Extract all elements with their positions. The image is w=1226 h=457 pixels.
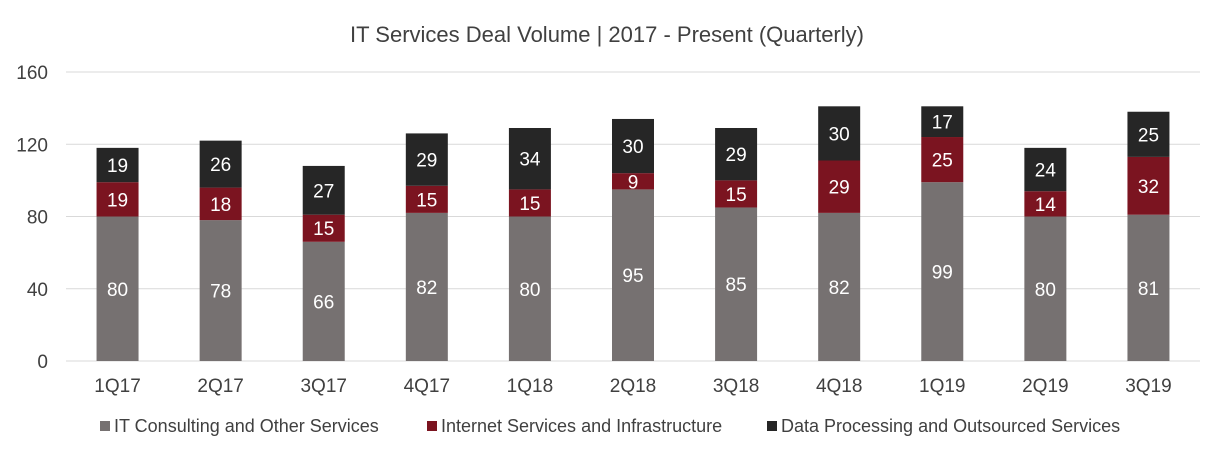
legend-swatch xyxy=(767,421,777,431)
data-label: 32 xyxy=(1138,177,1159,198)
y-tick-label: 40 xyxy=(27,280,48,301)
bar-segment xyxy=(612,118,654,174)
data-label: 29 xyxy=(416,151,437,172)
data-label: 66 xyxy=(313,292,334,313)
data-label: 30 xyxy=(829,124,850,145)
axes: 0 40 80 120 160 1Q17 2Q17 3Q17 4Q17 1Q18 2Q18 3Q18 4… xyxy=(16,63,1171,397)
x-tick-label: 2Q18 xyxy=(610,376,656,397)
x-tick-label: 4Q18 xyxy=(816,376,862,397)
x-tick-label: 3Q17 xyxy=(300,376,346,397)
bar-segment xyxy=(405,185,448,213)
data-label: 9 xyxy=(628,172,639,193)
x-tick-label: 1Q19 xyxy=(919,376,965,397)
bar-segment xyxy=(302,165,345,215)
data-label: 99 xyxy=(932,263,953,284)
legend-swatch xyxy=(100,421,110,431)
legend-entry: Data Processing and Outsourced Services xyxy=(781,416,1120,436)
bar-segment xyxy=(1127,156,1170,215)
bar-segment xyxy=(199,220,242,361)
x-tick-label: 1Q17 xyxy=(94,376,140,397)
x-tick-label: 1Q18 xyxy=(507,376,553,397)
bar-segment xyxy=(715,207,758,361)
data-label: 15 xyxy=(726,185,747,206)
legend-entry: IT Consulting and Other Services xyxy=(114,416,379,436)
bar-segment xyxy=(818,106,861,161)
y-tick-label: 160 xyxy=(16,63,48,84)
bar-segment xyxy=(818,160,861,213)
bar-segment xyxy=(302,214,345,242)
bar-segment xyxy=(818,212,861,361)
data-label: 30 xyxy=(622,137,643,158)
bar-segment xyxy=(612,173,654,190)
bar-segment xyxy=(405,133,448,186)
x-tick-label: 4Q17 xyxy=(404,376,450,397)
bar-segment xyxy=(715,180,758,208)
legend: IT Consulting and Other Services Internet… xyxy=(100,416,1120,436)
data-label: 24 xyxy=(1035,161,1057,182)
data-label: 80 xyxy=(1035,280,1056,301)
data-label: 15 xyxy=(519,194,540,215)
bar-segment xyxy=(1127,111,1170,157)
x-tick-label: 2Q19 xyxy=(1022,376,1068,397)
legend-entry: Internet Services and Infrastructure xyxy=(441,416,722,436)
y-tick-label: 80 xyxy=(27,208,48,229)
bar-segment xyxy=(1024,216,1067,361)
data-label: 80 xyxy=(519,280,540,301)
bar-segment xyxy=(96,216,139,361)
bar-segment xyxy=(508,216,551,361)
bar-segment xyxy=(921,182,964,361)
data-label: 34 xyxy=(519,150,541,171)
data-label: 29 xyxy=(726,145,747,166)
bar-segment xyxy=(1127,214,1170,361)
x-tick-label: 3Q18 xyxy=(713,376,759,397)
data-label: 25 xyxy=(1138,125,1159,146)
data-label: 95 xyxy=(622,266,643,287)
bar-segment xyxy=(1024,147,1067,192)
y-tick-label: 0 xyxy=(37,352,48,373)
bar-segment xyxy=(96,147,139,183)
data-label: 14 xyxy=(1035,195,1057,216)
data-label: 15 xyxy=(313,219,334,240)
data-label: 15 xyxy=(416,190,437,211)
bar-segment xyxy=(199,140,242,188)
bar-segment xyxy=(1024,191,1067,217)
y-tick-label: 120 xyxy=(16,135,48,156)
data-label: 80 xyxy=(107,280,128,301)
bar-segment xyxy=(96,182,139,217)
bar-segment xyxy=(199,187,242,221)
legend-swatch xyxy=(427,421,437,431)
data-label: 29 xyxy=(829,178,850,199)
x-tick-label: 2Q17 xyxy=(197,376,243,397)
bar-segment xyxy=(921,106,964,138)
data-label: 25 xyxy=(932,151,953,172)
data-label: 82 xyxy=(416,278,437,299)
bar-segment xyxy=(302,241,345,361)
chart-title: IT Services Deal Volume | 2017 - Present… xyxy=(350,22,864,47)
bar-segment xyxy=(508,127,551,190)
bar-segment xyxy=(612,189,654,361)
bar-segment xyxy=(921,137,964,183)
x-tick-label: 3Q19 xyxy=(1125,376,1171,397)
data-label: 18 xyxy=(210,195,231,216)
bar-segment xyxy=(715,127,758,181)
data-label: 27 xyxy=(313,181,334,202)
data-label: 82 xyxy=(829,278,850,299)
data-label: 26 xyxy=(210,155,231,176)
bar-segment xyxy=(405,212,448,361)
data-label: 17 xyxy=(932,113,953,134)
data-label: 19 xyxy=(107,156,128,177)
data-label: 78 xyxy=(210,282,231,303)
data-label: 85 xyxy=(726,275,747,296)
data-label: 81 xyxy=(1138,279,1159,300)
data-labels: 80 19 19 78 18 26 66 15 27 82 15 29 80 15 34 95 9 30 85 15 2… xyxy=(107,113,1159,314)
bar-segment xyxy=(508,189,551,217)
data-label: 19 xyxy=(107,190,128,211)
bars xyxy=(96,106,1170,361)
